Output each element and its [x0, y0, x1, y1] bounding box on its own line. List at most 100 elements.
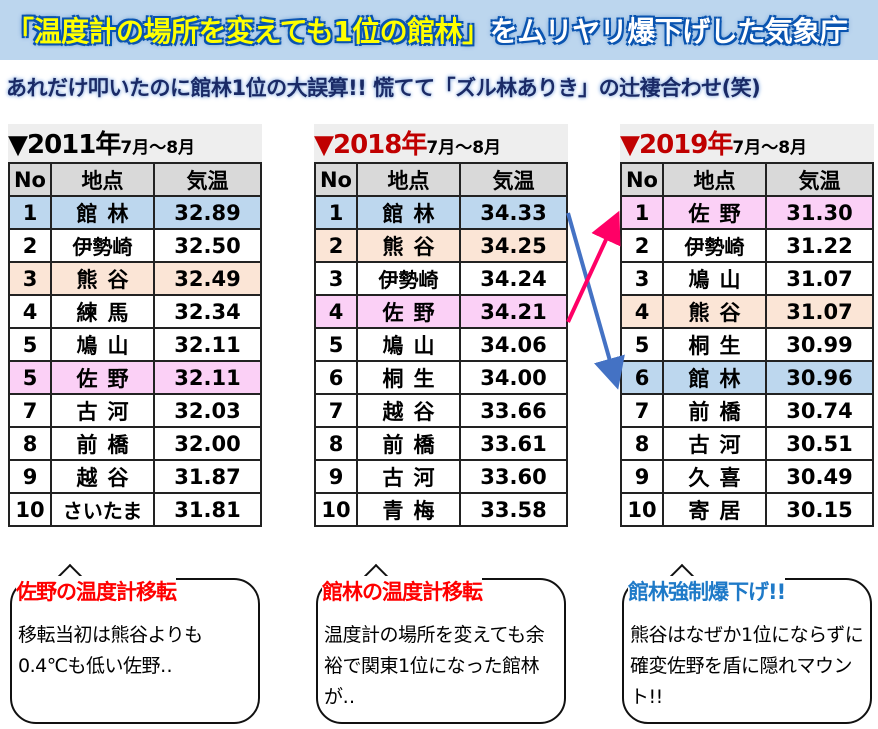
bubble-body: 移転当初は熊谷よりも0.4℃も低い佐野‥: [18, 624, 203, 677]
table-row: 10 さいたま 31.81: [8, 492, 262, 527]
column-header: 気温: [765, 162, 874, 197]
title-banner: 「温度計の場所を変えても1位の館林」をムリヤリ爆下げした気象庁: [0, 0, 878, 60]
temperature-cell: 33.66: [459, 393, 568, 428]
speech-bubble: 館林強制爆下げ!! 熊谷はなぜか1位にならずに確変佐野を盾に隠れマウント!!: [622, 563, 872, 724]
column-header: 気温: [459, 162, 568, 197]
temperature-cell: 30.99: [765, 327, 874, 362]
temperature-cell: 31.07: [765, 294, 874, 329]
year-label: ▼2019年: [620, 130, 733, 160]
temperature-cell: 32.34: [153, 294, 262, 329]
rank-cell: 7: [314, 393, 358, 428]
place-cell: 熊谷: [50, 261, 155, 296]
column-header: No: [8, 162, 52, 197]
place-cell: 館林: [50, 195, 155, 230]
temperature-cell: 34.06: [459, 327, 568, 362]
column-header: 地点: [50, 162, 155, 197]
temperature-cell: 31.81: [153, 492, 262, 527]
table-row: 8 古河 30.51: [620, 426, 874, 461]
rank-cell: 2: [314, 228, 358, 263]
place-cell: 青梅: [356, 492, 461, 527]
temperature-cell: 33.58: [459, 492, 568, 527]
table-row: 4 佐野 34.21: [314, 294, 568, 329]
table-row: 3 鳩山 31.07: [620, 261, 874, 296]
table-row: 9 越谷 31.87: [8, 459, 262, 494]
speech-bubble: 館林の温度計移転 温度計の場所を変えても余裕で関東1位になった館林が‥: [316, 563, 566, 724]
temperature-cell: 32.49: [153, 261, 262, 296]
temperature-cell: 34.25: [459, 228, 568, 263]
year-label: ▼2011年: [8, 130, 121, 160]
rank-cell: 9: [620, 459, 664, 494]
rank-cell: 9: [314, 459, 358, 494]
months-label: 7月～8月: [732, 138, 808, 158]
place-cell: 前橋: [662, 393, 767, 428]
temperature-cell: 31.22: [765, 228, 874, 263]
table-row: 1 館林 32.89: [8, 195, 262, 230]
ranking-table: No 地点 気温 1 館林 34.33 2 熊谷 34.25 3 伊勢崎 34.24 4 佐野 34.21 5…: [314, 162, 568, 527]
bubble-body: 温度計の場所を変えても余裕で関東1位になった館林が‥: [324, 624, 545, 708]
temperature-cell: 33.60: [459, 459, 568, 494]
title-rest: をムリヤリ爆下げした気象庁: [489, 15, 848, 48]
temperature-cell: 32.11: [153, 360, 262, 395]
place-cell: 鳩山: [50, 327, 155, 362]
rank-cell: 4: [314, 294, 358, 329]
rank-cell: 8: [314, 426, 358, 461]
temperature-cell: 34.33: [459, 195, 568, 230]
place-cell: さいたま: [50, 492, 155, 527]
table-row: 1 館林 34.33: [314, 195, 568, 230]
place-cell: 伊勢崎: [356, 261, 461, 296]
rank-cell: 8: [620, 426, 664, 461]
column-header: 地点: [662, 162, 767, 197]
temperature-cell: 31.87: [153, 459, 262, 494]
year-label: ▼2018年: [314, 130, 427, 160]
temperature-cell: 31.30: [765, 195, 874, 230]
temperature-cell: 32.11: [153, 327, 262, 362]
place-cell: 古河: [356, 459, 461, 494]
table-row: 2 熊谷 34.25: [314, 228, 568, 263]
subtitle: あれだけ叩いたのに館林1位の大誤算!! 慌てて「ズル林ありき」の辻褄合わせ(笑): [6, 76, 761, 100]
months-label: 7月～8月: [120, 138, 196, 158]
table-row: 5 鳩山 34.06: [314, 327, 568, 362]
table-row: 7 古河 32.03: [8, 393, 262, 428]
place-cell: 鳩山: [356, 327, 461, 362]
place-cell: 佐野: [662, 195, 767, 230]
table-row: 10 青梅 33.58: [314, 492, 568, 527]
rank-cell: 10: [314, 492, 358, 527]
rank-cell: 10: [8, 492, 52, 527]
place-cell: 館林: [662, 360, 767, 395]
rank-cell: 5: [8, 327, 52, 362]
rank-cell: 5: [314, 327, 358, 362]
place-cell: 鳩山: [662, 261, 767, 296]
bubble-body: 熊谷はなぜか1位にならずに確変佐野を盾に隠れマウント!!: [630, 624, 864, 708]
place-cell: 桐生: [356, 360, 461, 395]
header-row: No 地点 気温: [8, 162, 262, 197]
table-row: 2 伊勢崎 31.22: [620, 228, 874, 263]
table-row: 10 寄居 30.15: [620, 492, 874, 527]
rank-cell: 1: [8, 195, 52, 230]
place-cell: 伊勢崎: [50, 228, 155, 263]
rank-cell: 3: [620, 261, 664, 296]
temperature-cell: 30.49: [765, 459, 874, 494]
table-row: 4 練馬 32.34: [8, 294, 262, 329]
place-cell: 前橋: [356, 426, 461, 461]
title-highlight: 「温度計の場所を変えても1位の館林」: [6, 15, 490, 48]
rank-cell: 6: [620, 360, 664, 395]
rank-cell: 4: [620, 294, 664, 329]
temperature-cell: 30.15: [765, 492, 874, 527]
temperature-cell: 32.03: [153, 393, 262, 428]
table-row: 3 伊勢崎 34.24: [314, 261, 568, 296]
place-cell: 古河: [662, 426, 767, 461]
temperature-cell: 30.51: [765, 426, 874, 461]
temperature-cell: 34.00: [459, 360, 568, 395]
table-row: 3 熊谷 32.49: [8, 261, 262, 296]
rank-cell: 9: [8, 459, 52, 494]
rank-cell: 6: [314, 360, 358, 395]
header-row: No 地点 気温: [314, 162, 568, 197]
year-heading: ▼2019年7月～8月: [620, 124, 874, 162]
year-heading: ▼2011年7月～8月: [8, 124, 262, 162]
rank-cell: 1: [620, 195, 664, 230]
table-row: 5 佐野 32.11: [8, 360, 262, 395]
table-row: 5 鳩山 32.11: [8, 327, 262, 362]
arrow-tatebayashi: [566, 212, 625, 390]
speech-bubble: 佐野の温度計移転 移転当初は熊谷よりも0.4℃も低い佐野‥: [10, 563, 260, 724]
rank-cell: 3: [8, 261, 52, 296]
